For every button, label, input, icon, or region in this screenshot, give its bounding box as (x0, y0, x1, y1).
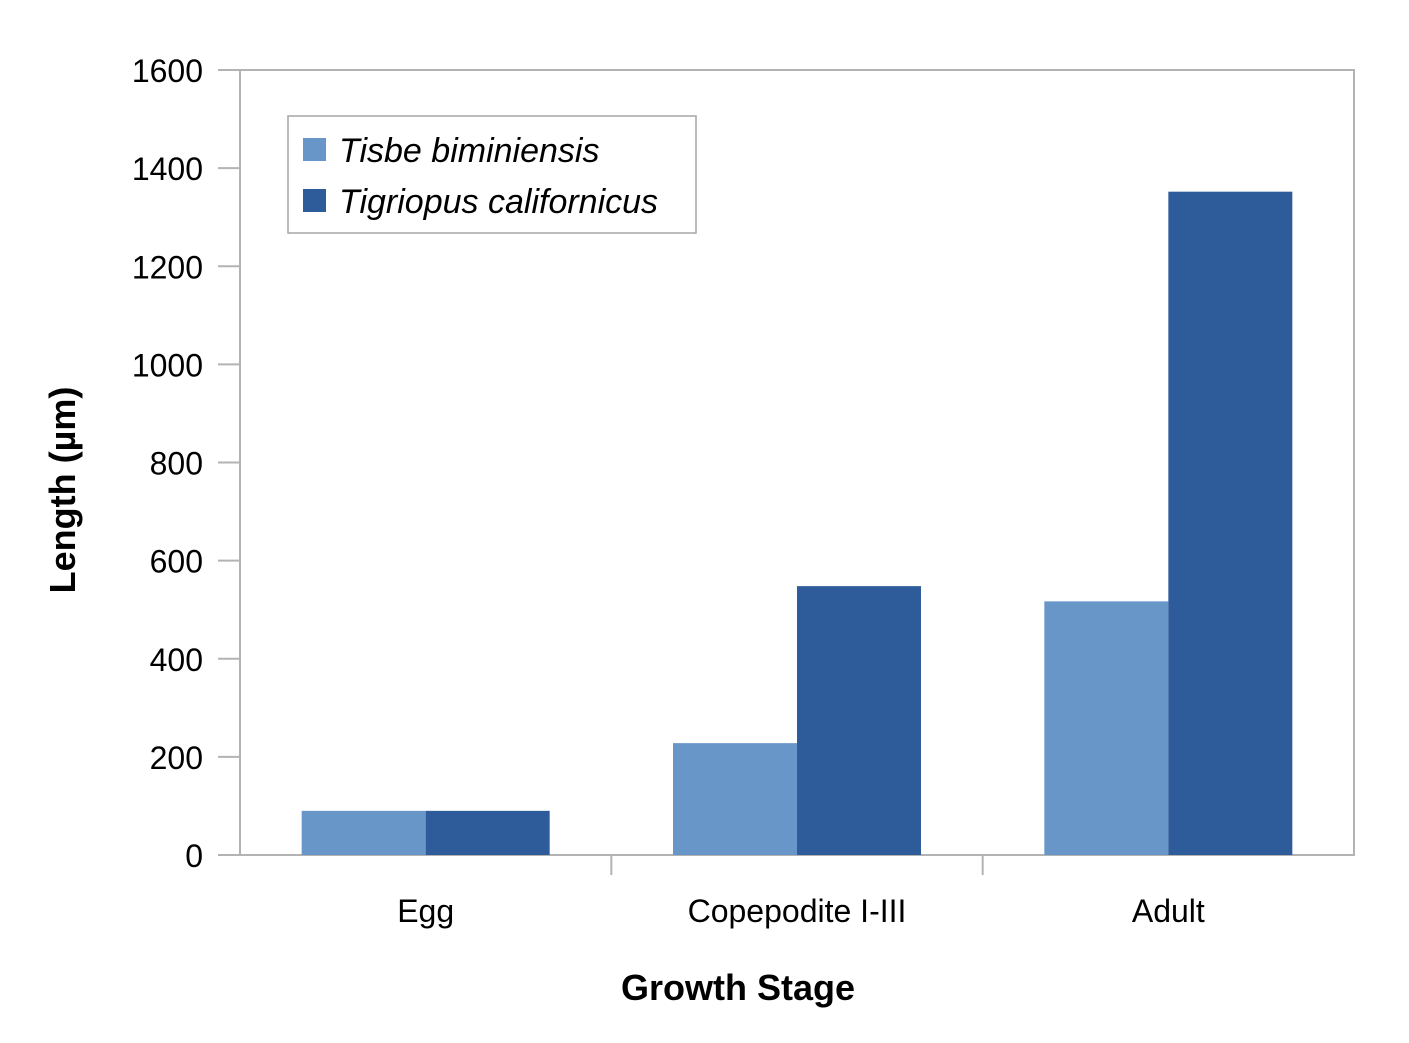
y-tick-label: 0 (185, 838, 203, 874)
y-tick-label: 1400 (132, 151, 203, 187)
bar-tigriopus-2 (1168, 191, 1293, 856)
bar-tigriopus-1 (797, 586, 921, 855)
y-axis-title: Length (µm) (42, 387, 83, 594)
bar-tigriopus-0 (425, 810, 550, 855)
x-axis-title: Growth Stage (621, 967, 855, 1008)
x-tick-label: Copepodite I-III (688, 893, 907, 929)
x-tick-label: Egg (397, 893, 454, 929)
y-tick-label: 1600 (132, 53, 203, 89)
x-axis-ticks: Egg Copepodite I-III Adult (397, 855, 1205, 929)
bar-tisbe-0 (301, 810, 426, 855)
y-tick-label: 600 (150, 544, 203, 580)
y-tick-label: 400 (150, 642, 203, 678)
y-tick-label: 800 (150, 446, 203, 482)
bar-tisbe-1 (673, 743, 797, 855)
x-tick-label: Adult (1132, 893, 1205, 929)
legend-label-tisbe: Tisbe biminiensis (339, 132, 599, 170)
y-axis-ticks: 0 200 400 600 800 1000 1200 1400 1600 (132, 53, 240, 874)
legend-box (287, 115, 697, 234)
legend: Tisbe biminiensis Tigriopus californicus (287, 115, 697, 234)
y-tick-label: 1200 (132, 249, 203, 285)
bar-tisbe-2 (1044, 601, 1169, 855)
legend-swatch-tigriopus (303, 189, 326, 212)
legend-swatch-tisbe (303, 138, 326, 161)
bars-group (301, 191, 1293, 856)
legend-label-tigriopus: Tigriopus californicus (339, 183, 658, 221)
y-tick-label: 200 (150, 740, 203, 776)
y-tick-label: 1000 (132, 347, 203, 383)
